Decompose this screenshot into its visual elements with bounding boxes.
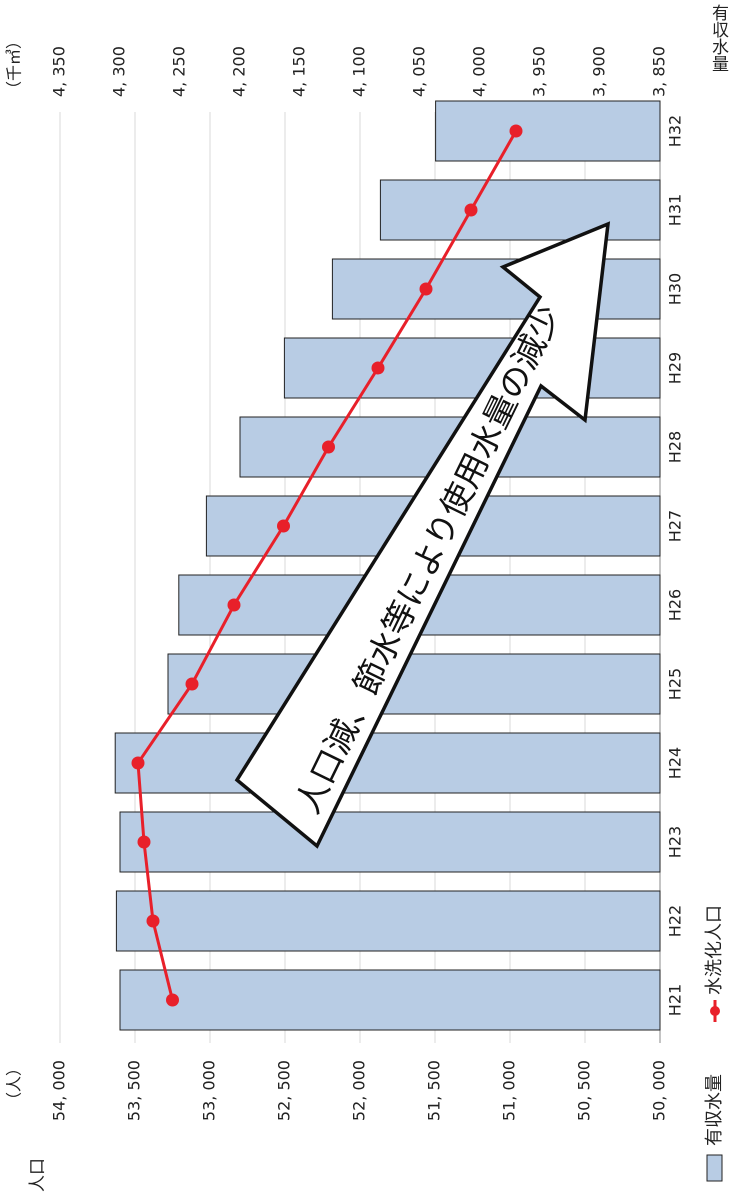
category-label: H28 [666, 431, 685, 463]
category-label: H21 [666, 984, 685, 1016]
secondary-tick-label: 3, 950 [530, 46, 549, 97]
legend-swatch-marker [710, 1006, 720, 1016]
legend-label-bar: 有収水量 [704, 1074, 725, 1146]
series-line-水洗化人口 [136, 130, 518, 1001]
primary-tick-label: 50, 500 [575, 1060, 594, 1121]
point-H26 [227, 598, 241, 612]
annotation-arrow [234, 221, 611, 849]
point-H21 [166, 993, 179, 1007]
category-label: H25 [666, 668, 685, 700]
bar-H31 [379, 179, 661, 241]
bar-H29 [283, 337, 661, 399]
point-H23 [137, 835, 151, 849]
point-H29 [371, 361, 385, 375]
bar-H32 [435, 100, 661, 162]
secondary-axis-unit: （千㎥） [5, 33, 24, 97]
category-label: H22 [666, 905, 685, 937]
secondary-tick-label: 3, 900 [590, 46, 609, 97]
category-label: H26 [666, 589, 685, 621]
legend-label-line: 水洗化人口 [704, 905, 725, 995]
secondary-tick-label: 4, 100 [350, 46, 369, 97]
bar-H24 [114, 732, 661, 794]
legend-swatch-bar [706, 1154, 723, 1182]
category-label: H30 [666, 273, 685, 305]
point-H27 [277, 519, 290, 533]
secondary-tick-label: 4, 300 [110, 46, 129, 97]
primary-tick-label: 54, 000 [50, 1060, 69, 1121]
category-label: H32 [666, 115, 685, 147]
category-label: H31 [666, 194, 685, 226]
primary-tick-label: 51, 000 [500, 1060, 519, 1121]
point-H24 [131, 756, 145, 770]
bar-H30 [331, 258, 661, 320]
secondary-axis-title: 有収水量 [708, 4, 729, 72]
bar-H21 [119, 969, 661, 1031]
category-label: H23 [666, 826, 685, 858]
primary-tick-label: 52, 500 [275, 1060, 294, 1121]
primary-axis-title: 人口 [28, 1158, 48, 1192]
secondary-tick-label: 4, 050 [410, 46, 429, 97]
primary-axis-unit: （人） [5, 1060, 24, 1108]
bar-H25 [167, 653, 661, 715]
category-label: H27 [666, 510, 685, 542]
point-H22 [146, 914, 160, 928]
point-H25 [185, 677, 199, 691]
point-H32 [509, 124, 523, 138]
secondary-tick-label: 4, 200 [230, 46, 249, 97]
secondary-tick-label: 4, 350 [50, 46, 69, 97]
secondary-tick-label: 4, 250 [170, 46, 189, 97]
bar-H22 [115, 890, 661, 952]
category-label: H24 [666, 747, 685, 779]
secondary-tick-label: 4, 000 [470, 46, 489, 97]
primary-tick-label: 52, 000 [350, 1060, 369, 1121]
point-H31 [464, 203, 478, 217]
category-label: H29 [666, 352, 685, 384]
primary-tick-label: 50, 000 [650, 1060, 669, 1121]
primary-tick-label: 51, 500 [425, 1060, 444, 1121]
point-H28 [322, 440, 335, 454]
point-H30 [419, 282, 433, 296]
primary-tick-label: 53, 000 [200, 1060, 219, 1121]
secondary-tick-label: 3, 850 [650, 46, 669, 97]
secondary-tick-label: 4, 150 [290, 46, 309, 97]
primary-tick-label: 53, 500 [125, 1060, 144, 1121]
bar-H23 [119, 811, 661, 873]
